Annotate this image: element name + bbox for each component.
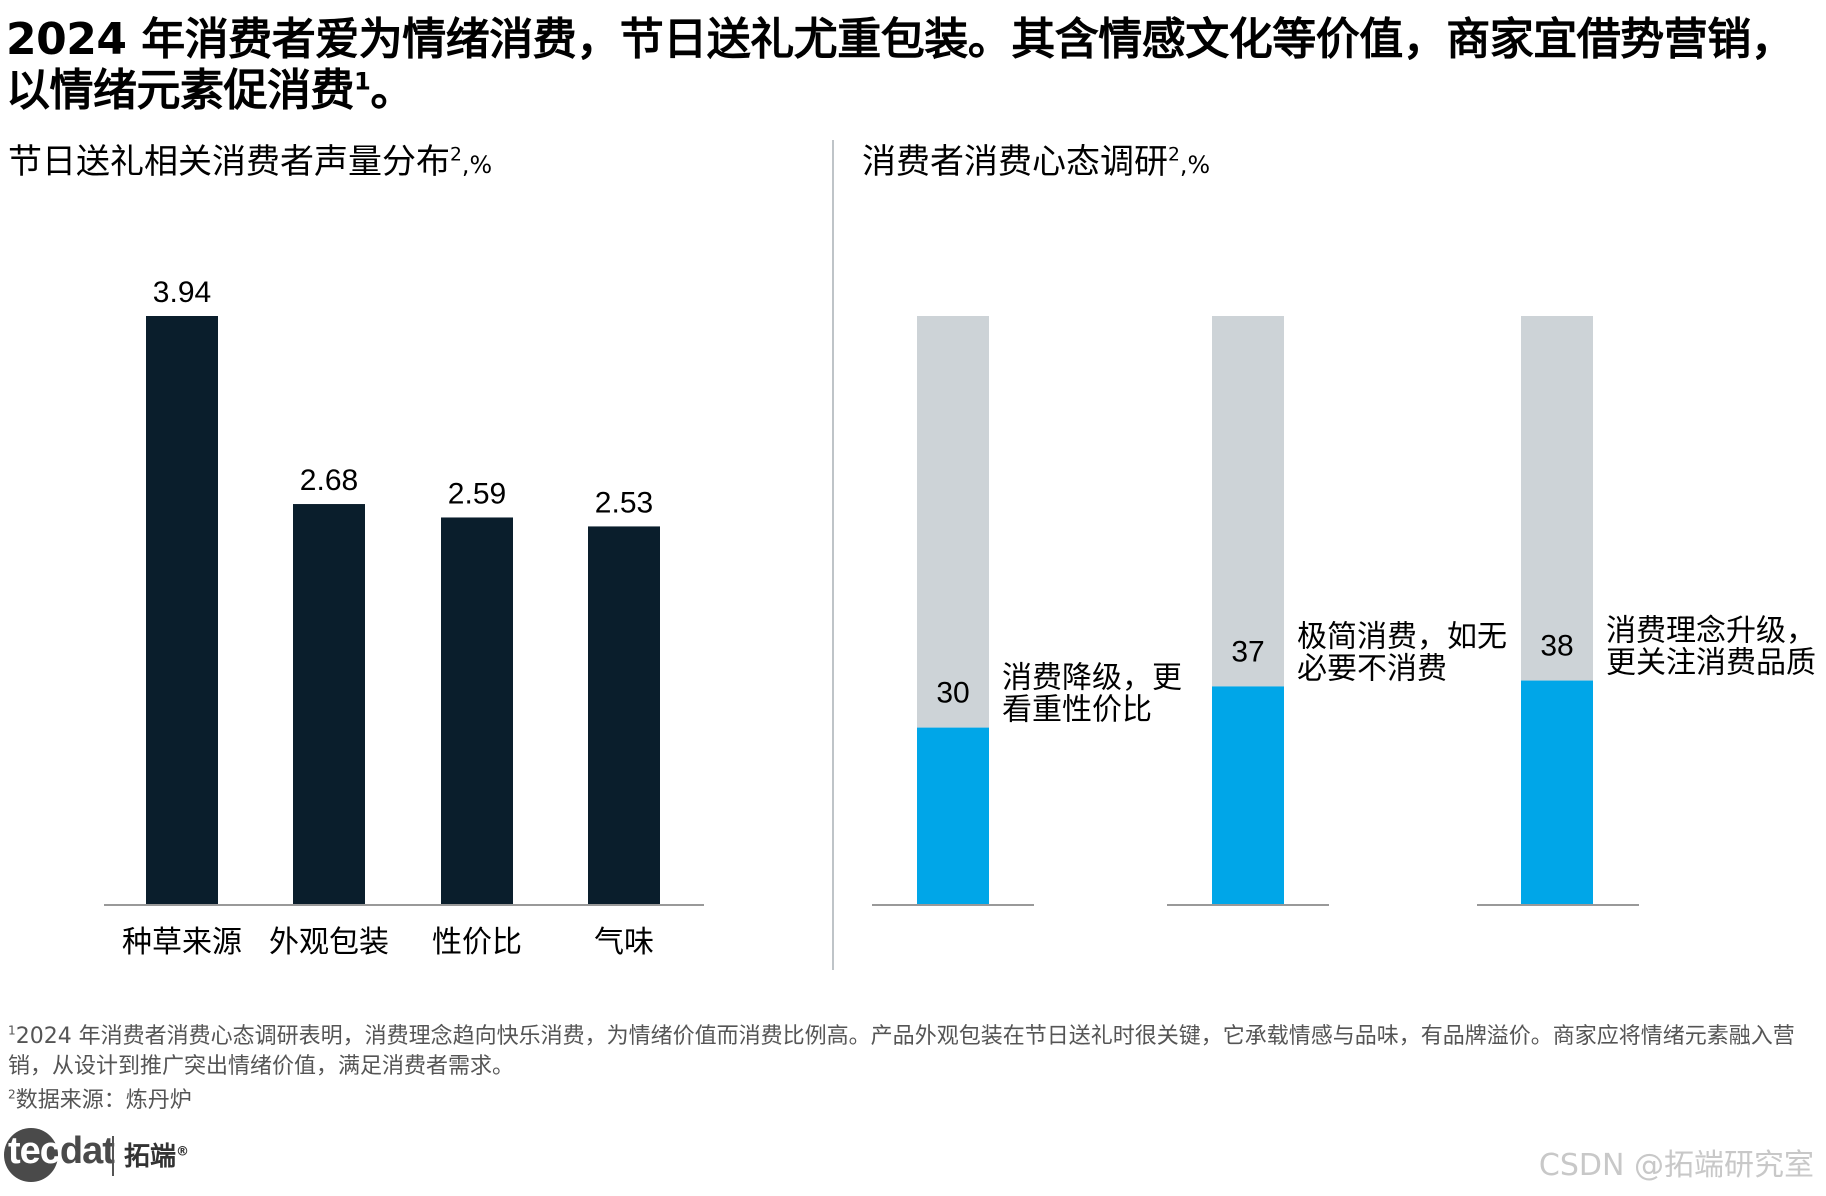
stacked-bar-remainder-2 bbox=[1212, 316, 1284, 687]
bar-value-label: 2.68 bbox=[300, 464, 358, 497]
logo-cn-text: 拓端® bbox=[124, 1142, 190, 1172]
bar-annotation-line1: 极简消费，如无 bbox=[1297, 619, 1507, 654]
stacked-bar-value-label: 37 bbox=[1231, 635, 1264, 668]
bar-value-label: 2.53 bbox=[595, 486, 653, 519]
bar-value-label: 3.94 bbox=[153, 276, 211, 309]
bar-annotation-line2: 看重性价比 bbox=[1002, 693, 1152, 728]
panel-divider bbox=[832, 140, 834, 970]
stacked-bar-value-3 bbox=[1521, 680, 1593, 904]
logo-separator bbox=[112, 1136, 114, 1176]
x-tick-label: 种草来源 bbox=[122, 925, 242, 960]
x-tick-label: 外观包装 bbox=[269, 925, 389, 960]
bar-3 bbox=[441, 517, 513, 904]
bar-annotation-line1: 消费降级，更 bbox=[1002, 661, 1182, 696]
bar-value-label: 2.59 bbox=[448, 477, 506, 510]
left-chart-title: 节日送礼相关消费者声量分布2,% bbox=[8, 142, 493, 182]
x-tick-label: 性价比 bbox=[432, 925, 522, 960]
bar-annotation-line2: 必要不消费 bbox=[1297, 651, 1447, 686]
logo-wordmark: tecdat bbox=[8, 1130, 115, 1172]
stacked-bar-remainder-1 bbox=[917, 316, 989, 728]
tecdat-logo: tecdat 拓端® bbox=[4, 1124, 204, 1184]
bar-4 bbox=[588, 526, 660, 904]
watermark: CSDN @拓端研究室 bbox=[1538, 1148, 1814, 1183]
bar-2 bbox=[293, 504, 365, 904]
stacked-bar-remainder-3 bbox=[1521, 316, 1593, 681]
stacked-bar-value-1 bbox=[917, 727, 989, 904]
title-footnote-ref: 1 bbox=[354, 67, 371, 96]
bar-annotation-line2: 更关注消费品质 bbox=[1606, 646, 1816, 681]
charts-canvas: 3.94 种草来源 2.68 外观包装 2.59 性价比 2.53 气味 30 消费降级，更看重性… bbox=[104, 276, 1816, 960]
footnote-1: 12024 年消费者消费心态调研表明，消费理念趋向快乐消费，为情绪价值而消费比例… bbox=[8, 1023, 1795, 1079]
stacked-bar-value-label: 30 bbox=[936, 677, 969, 710]
bar-1 bbox=[146, 316, 218, 904]
right-chart-title: 消费者消费心态调研2,% bbox=[862, 142, 1211, 182]
x-tick-label: 气味 bbox=[594, 925, 654, 960]
bar-annotation-line1: 消费理念升级， bbox=[1606, 614, 1816, 649]
stacked-bar-value-2 bbox=[1212, 686, 1284, 904]
stacked-bar-value-label: 38 bbox=[1540, 630, 1573, 663]
page-title: 2024 年消费者爱为情绪消费，节日送礼尤重包装。其含情感文化等价值，商家宜借势… bbox=[6, 14, 1795, 116]
footnote-2: 2数据来源：炼丹炉 bbox=[8, 1087, 192, 1113]
logo-circle-icon bbox=[4, 1128, 58, 1182]
